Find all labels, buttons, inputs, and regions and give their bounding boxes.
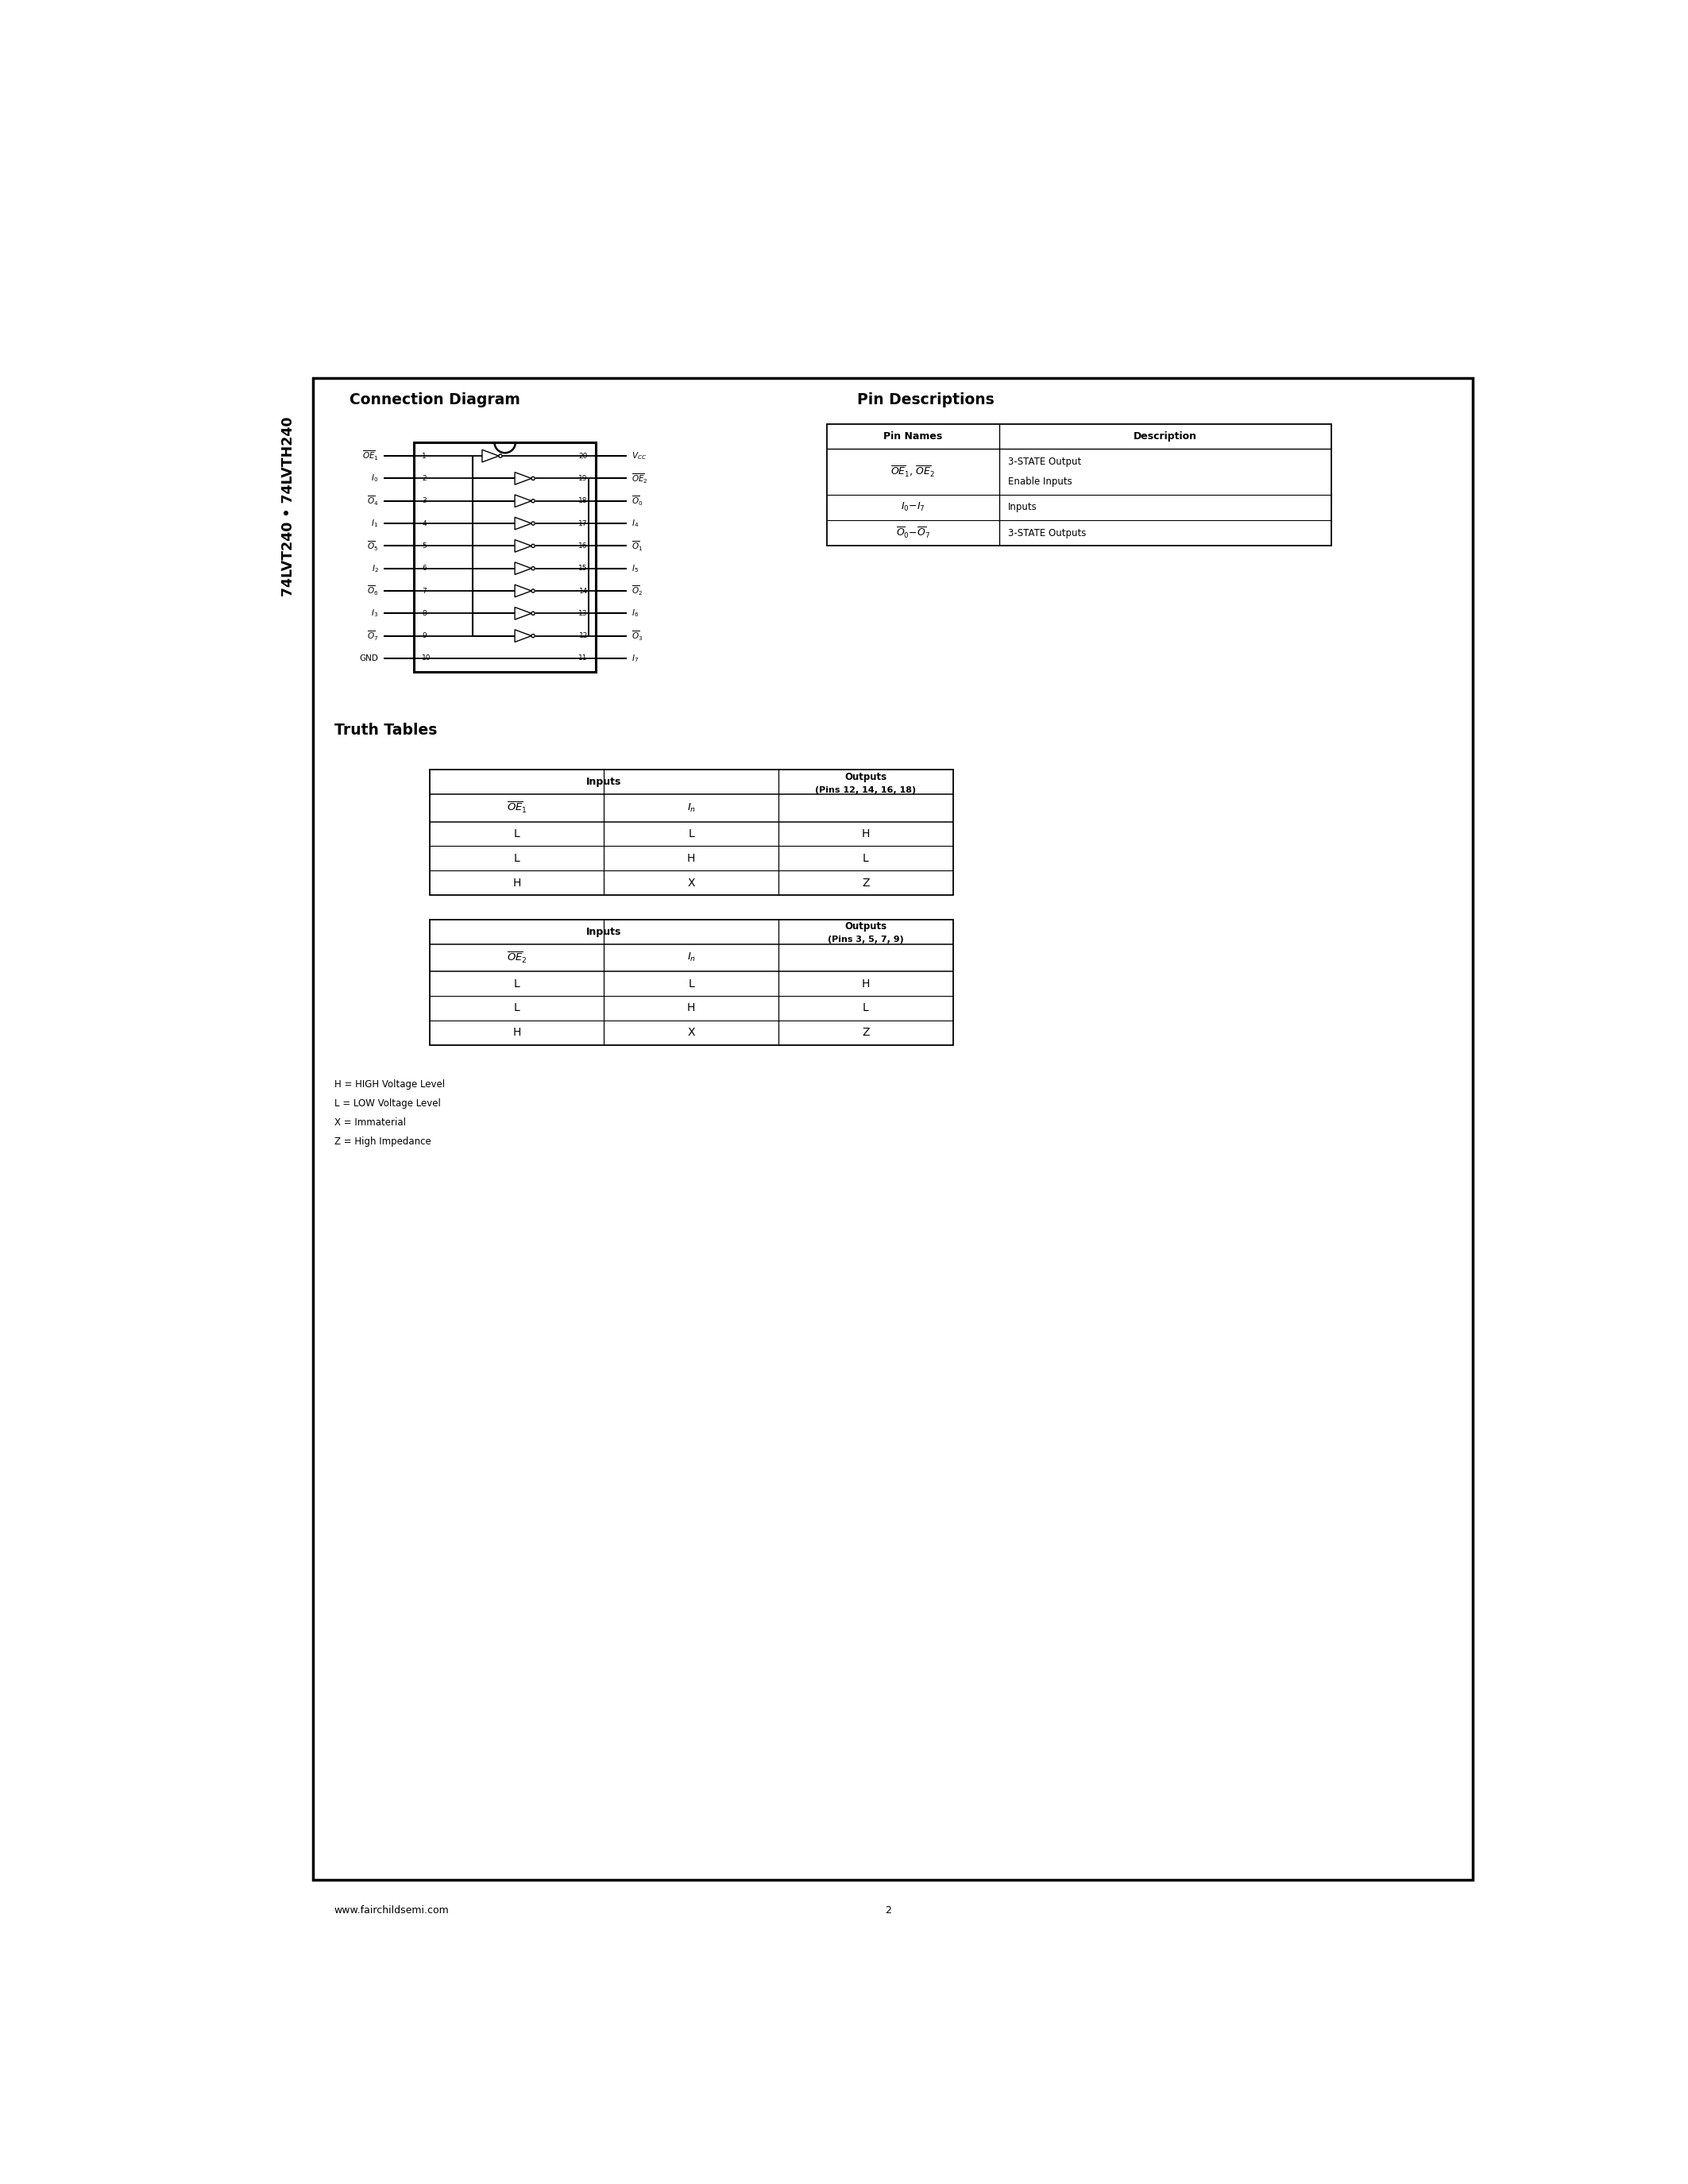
Text: X = Immaterial: X = Immaterial [334, 1118, 405, 1127]
Text: 15: 15 [579, 566, 587, 572]
Text: 9: 9 [422, 633, 427, 640]
Text: L: L [689, 828, 694, 839]
Text: H: H [513, 878, 522, 889]
Bar [827, 424, 1332, 546]
Text: $V_{CC}$: $V_{CC}$ [631, 450, 647, 461]
Text: $I_n$: $I_n$ [687, 802, 695, 815]
Text: $\overline{OE}_2$: $\overline{OE}_2$ [631, 472, 648, 485]
Text: H: H [513, 1026, 522, 1037]
Text: 16: 16 [579, 542, 587, 550]
Bar [429, 919, 952, 1044]
Text: $\overline{OE}_1$: $\overline{OE}_1$ [361, 450, 378, 463]
Text: Inputs: Inputs [586, 926, 621, 937]
Text: 14: 14 [579, 587, 587, 594]
Text: Inputs: Inputs [586, 778, 621, 786]
Text: 3: 3 [422, 498, 427, 505]
Text: 13: 13 [579, 609, 587, 616]
Text: 10: 10 [422, 655, 432, 662]
Text: $\overline{O}_5$: $\overline{O}_5$ [368, 539, 378, 553]
Text: Outputs: Outputs [844, 771, 886, 782]
Text: $I_6$: $I_6$ [631, 607, 638, 618]
Text: $I_4$: $I_4$ [631, 518, 638, 529]
Text: $\overline{OE}_1$, $\overline{OE}_2$: $\overline{OE}_1$, $\overline{OE}_2$ [891, 465, 935, 478]
Text: L = LOW Voltage Level: L = LOW Voltage Level [334, 1099, 441, 1109]
Text: $\overline{O}_0$$-$$\overline{O}_7$: $\overline{O}_0$$-$$\overline{O}_7$ [896, 526, 930, 539]
Text: $I_0$: $I_0$ [371, 474, 378, 485]
Text: $I_7$: $I_7$ [631, 653, 638, 664]
Text: $\overline{O}_0$: $\overline{O}_0$ [631, 494, 643, 507]
Bar [312, 378, 1474, 1880]
Text: Z: Z [863, 878, 869, 889]
Text: H: H [861, 828, 869, 839]
Text: 2: 2 [422, 474, 427, 483]
Text: L: L [863, 852, 869, 865]
Text: $\overline{O}_3$: $\overline{O}_3$ [631, 629, 643, 642]
Text: Pin Descriptions: Pin Descriptions [858, 393, 994, 406]
Text: Truth Tables: Truth Tables [334, 723, 437, 738]
Text: 11: 11 [579, 655, 587, 662]
Text: 74LVT240 • 74LVTH240: 74LVT240 • 74LVTH240 [280, 417, 295, 596]
Text: $\overline{O}_2$: $\overline{O}_2$ [631, 585, 643, 598]
Text: 12: 12 [579, 633, 587, 640]
Text: $I_2$: $I_2$ [371, 563, 378, 574]
Bar [429, 769, 952, 895]
Text: 3-STATE Outputs: 3-STATE Outputs [1008, 529, 1087, 537]
Text: GND: GND [360, 655, 378, 662]
Text: www.fairchildsemi.com: www.fairchildsemi.com [334, 1904, 449, 1915]
Text: 18: 18 [579, 498, 587, 505]
Text: L: L [513, 978, 520, 989]
Text: $I_5$: $I_5$ [631, 563, 638, 574]
Text: $\overline{O}_4$: $\overline{O}_4$ [366, 494, 378, 507]
Text: 3-STATE Output: 3-STATE Output [1008, 456, 1082, 467]
Text: $I_0$$-$$I_7$: $I_0$$-$$I_7$ [901, 502, 925, 513]
Text: (Pins 3, 5, 7, 9): (Pins 3, 5, 7, 9) [827, 935, 903, 943]
Text: $\overline{O}_6$: $\overline{O}_6$ [366, 585, 378, 598]
Text: $\overline{OE}_2$: $\overline{OE}_2$ [506, 950, 527, 965]
Text: $\overline{OE}_1$: $\overline{OE}_1$ [506, 802, 527, 815]
Text: 5: 5 [422, 542, 427, 550]
Text: 1: 1 [422, 452, 427, 459]
Text: $\overline{O}_1$: $\overline{O}_1$ [631, 539, 643, 553]
Text: Inputs: Inputs [1008, 502, 1038, 513]
Bar [414, 443, 596, 673]
Text: $I_3$: $I_3$ [371, 607, 378, 618]
Text: Z = High Impedance: Z = High Impedance [334, 1136, 430, 1147]
Text: Outputs: Outputs [844, 922, 886, 933]
Text: (Pins 12, 14, 16, 18): (Pins 12, 14, 16, 18) [815, 786, 917, 793]
Text: L: L [513, 852, 520, 865]
Text: X: X [687, 1026, 695, 1037]
Text: Enable Inputs: Enable Inputs [1008, 476, 1072, 487]
Text: 8: 8 [422, 609, 427, 616]
Text: 19: 19 [579, 474, 587, 483]
Text: H: H [687, 1002, 695, 1013]
Text: L: L [513, 828, 520, 839]
Text: $I_n$: $I_n$ [687, 952, 695, 963]
Text: H = HIGH Voltage Level: H = HIGH Voltage Level [334, 1079, 444, 1090]
Text: 7: 7 [422, 587, 427, 594]
Text: L: L [513, 1002, 520, 1013]
Text: H: H [861, 978, 869, 989]
Text: 6: 6 [422, 566, 427, 572]
Text: X: X [687, 878, 695, 889]
Text: 17: 17 [579, 520, 587, 526]
Text: 4: 4 [422, 520, 427, 526]
Text: Description: Description [1133, 430, 1197, 441]
Text: H: H [687, 852, 695, 865]
Text: 20: 20 [579, 452, 587, 459]
Text: L: L [689, 978, 694, 989]
Text: L: L [863, 1002, 869, 1013]
Text: Z: Z [863, 1026, 869, 1037]
Text: Pin Names: Pin Names [883, 430, 942, 441]
Text: $I_1$: $I_1$ [371, 518, 378, 529]
Text: 2: 2 [885, 1904, 891, 1915]
Text: $\overline{O}_7$: $\overline{O}_7$ [366, 629, 378, 642]
Text: Connection Diagram: Connection Diagram [349, 393, 520, 406]
